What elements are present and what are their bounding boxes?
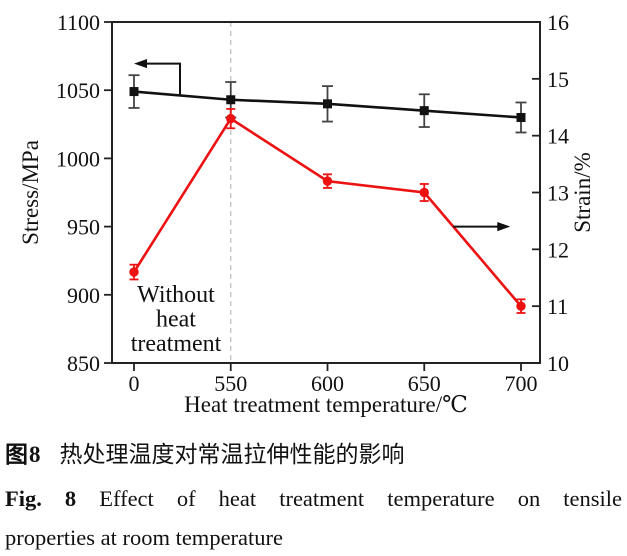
x-axis-tick-label: 700: [505, 371, 538, 396]
circle-marker: [322, 176, 333, 186]
circle-marker: [129, 267, 139, 277]
right-axis-title: Strain/%: [570, 152, 595, 233]
caption-en-label: Fig. 8: [5, 486, 77, 511]
right-axis-tick-label: 15: [547, 67, 569, 92]
caption-en-text1: Effect of heat treatment temperature on …: [99, 486, 623, 511]
x-axis-tick-label: 550: [214, 371, 247, 396]
square-marker: [516, 112, 526, 122]
annotation-text: Without: [137, 282, 215, 308]
right-axis-tick-label: 11: [547, 294, 568, 319]
square-marker: [129, 87, 139, 97]
caption-chinese: 图8 热处理温度对常温拉伸性能的影响: [5, 441, 622, 469]
left-axis-tick-label: 950: [67, 215, 100, 240]
right-axis-tick-label: 10: [547, 351, 569, 376]
x-axis-tick-label: 0: [129, 371, 140, 396]
x-axis-tick-label: 600: [311, 371, 344, 396]
x-axis-tick-label: 650: [408, 371, 441, 396]
caption-english: Fig. 8 Effect of heat treatment temperat…: [5, 479, 622, 556]
left-arrow-head-icon: [134, 58, 147, 69]
caption-en-line1: Fig. 8 Effect of heat treatment temperat…: [5, 479, 622, 518]
right-axis-tick-label: 16: [547, 10, 569, 35]
square-marker: [419, 106, 429, 116]
annotation-text: treatment: [131, 331, 222, 357]
left-arrow-line: [144, 62, 181, 96]
left-axis-title: Stress/MPa: [18, 140, 43, 245]
left-axis-tick-label: 1100: [57, 10, 100, 35]
left-axis-tick-label: 850: [67, 351, 100, 376]
left-axis-tick-label: 1050: [56, 78, 100, 103]
caption-zh-label: 图8: [5, 442, 42, 467]
left-axis-tick-label: 900: [67, 283, 100, 308]
caption-zh-text: 热处理温度对常温拉伸性能的影响: [59, 442, 405, 467]
left-axis-tick-label: 1000: [56, 146, 100, 171]
caption-en-line2: properties at room temperature: [5, 525, 284, 550]
circle-marker: [516, 301, 526, 311]
annotation-text: heat: [156, 307, 196, 333]
dual-axis-line-chart: 850 900 950 1000 1050 1100 10 11 12 13 14 15 16 0 550 6…: [18, 10, 595, 417]
circle-marker: [226, 113, 236, 124]
right-axis-tick-label: 13: [547, 181, 569, 206]
right-axis-tick-label: 12: [547, 237, 569, 262]
x-axis-title: Heat treatment temperature/℃: [184, 392, 468, 417]
strain-line: [132, 116, 522, 308]
square-marker: [323, 99, 332, 109]
square-marker: [226, 95, 236, 105]
circle-marker: [419, 187, 429, 198]
right-arrow-head-icon: [497, 222, 511, 232]
right-axis-tick-label: 14: [547, 124, 569, 149]
